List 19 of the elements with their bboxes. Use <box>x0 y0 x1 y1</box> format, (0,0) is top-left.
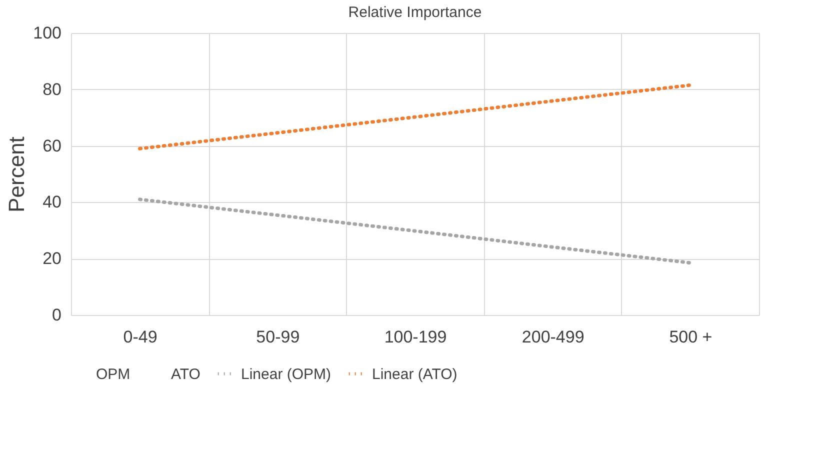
line-series <box>138 83 692 150</box>
legend-label: Linear (ATO) <box>372 366 458 383</box>
x-tick-label: 0-49 <box>123 328 158 346</box>
text: ATO <box>171 366 200 383</box>
y-tick-label: 80 <box>42 80 62 99</box>
line-series <box>138 198 692 265</box>
y-tick-label: 0 <box>52 306 62 324</box>
x-tick-label: 50-99 <box>256 328 300 346</box>
x-tick-label: 500 + <box>669 328 712 346</box>
y-tick-label: 100 <box>33 24 62 42</box>
legend-label: Linear (OPM) <box>241 366 332 383</box>
y-axis-title: Percent <box>4 136 30 212</box>
y-tick-label: 60 <box>42 136 62 156</box>
y-tick-label: 20 <box>42 249 62 268</box>
text: OPM <box>96 366 130 383</box>
chart-title: Relative Importance <box>348 4 482 21</box>
x-tick-label: 100-199 <box>384 328 447 346</box>
y-tick-label: 40 <box>42 192 62 212</box>
x-tick-label: 200-499 <box>522 328 584 346</box>
